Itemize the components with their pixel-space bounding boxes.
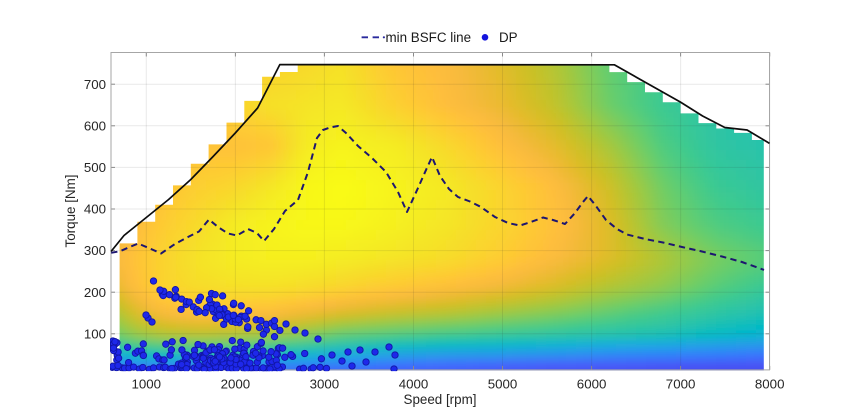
svg-text:7000: 7000 bbox=[666, 377, 696, 392]
svg-text:2000: 2000 bbox=[221, 377, 251, 392]
svg-text:Torque [Nm]: Torque [Nm] bbox=[63, 175, 78, 248]
svg-text:Speed [rpm]: Speed [rpm] bbox=[404, 392, 477, 407]
svg-text:700: 700 bbox=[84, 77, 106, 92]
svg-text:300: 300 bbox=[84, 243, 106, 258]
svg-text:3000: 3000 bbox=[310, 377, 340, 392]
svg-text:200: 200 bbox=[84, 285, 106, 300]
svg-text:min BSFC line: min BSFC line bbox=[386, 30, 472, 45]
svg-text:8000: 8000 bbox=[755, 377, 785, 392]
svg-text:4000: 4000 bbox=[399, 377, 429, 392]
svg-text:6000: 6000 bbox=[577, 377, 607, 392]
svg-text:DP: DP bbox=[499, 30, 518, 45]
svg-text:400: 400 bbox=[84, 202, 106, 217]
svg-text:1000: 1000 bbox=[132, 377, 162, 392]
svg-text:5000: 5000 bbox=[488, 377, 518, 392]
svg-text:500: 500 bbox=[84, 160, 106, 175]
svg-text:100: 100 bbox=[84, 326, 106, 341]
svg-text:600: 600 bbox=[84, 118, 106, 133]
